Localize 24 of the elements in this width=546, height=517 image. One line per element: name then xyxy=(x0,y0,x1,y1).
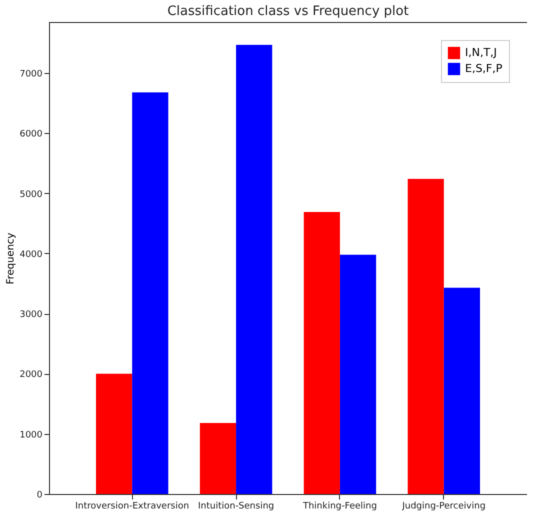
bar xyxy=(444,288,480,494)
bar xyxy=(236,44,272,494)
legend-label: I,N,T,J xyxy=(465,46,497,59)
bar xyxy=(132,92,168,494)
bar xyxy=(304,212,340,494)
y-tick-label: 2000 xyxy=(20,370,43,380)
bar xyxy=(408,178,444,494)
y-tick-label: 5000 xyxy=(20,190,43,200)
x-tick-label: Judging-Perceiving xyxy=(401,502,486,512)
legend-label: E,S,F,P xyxy=(465,62,503,75)
y-tick-label: 7000 xyxy=(20,70,43,80)
bar xyxy=(96,374,132,494)
y-tick-label: 1000 xyxy=(20,430,43,440)
x-tick-label: Thinking-Feeling xyxy=(302,502,377,512)
bar xyxy=(340,254,376,494)
y-axis-title: Frequency xyxy=(6,232,17,284)
y-tick-label: 6000 xyxy=(20,130,43,140)
y-tick-label: 4000 xyxy=(20,250,43,260)
x-tick-label: Intuition-Sensing xyxy=(198,502,274,512)
y-tick-label: 3000 xyxy=(20,310,43,320)
chart-title: Classification class vs Frequency plot xyxy=(167,4,409,19)
bar xyxy=(200,423,236,494)
y-tick-label: 0 xyxy=(36,490,43,500)
x-tick-label: Introversion-Extraversion xyxy=(75,502,190,512)
